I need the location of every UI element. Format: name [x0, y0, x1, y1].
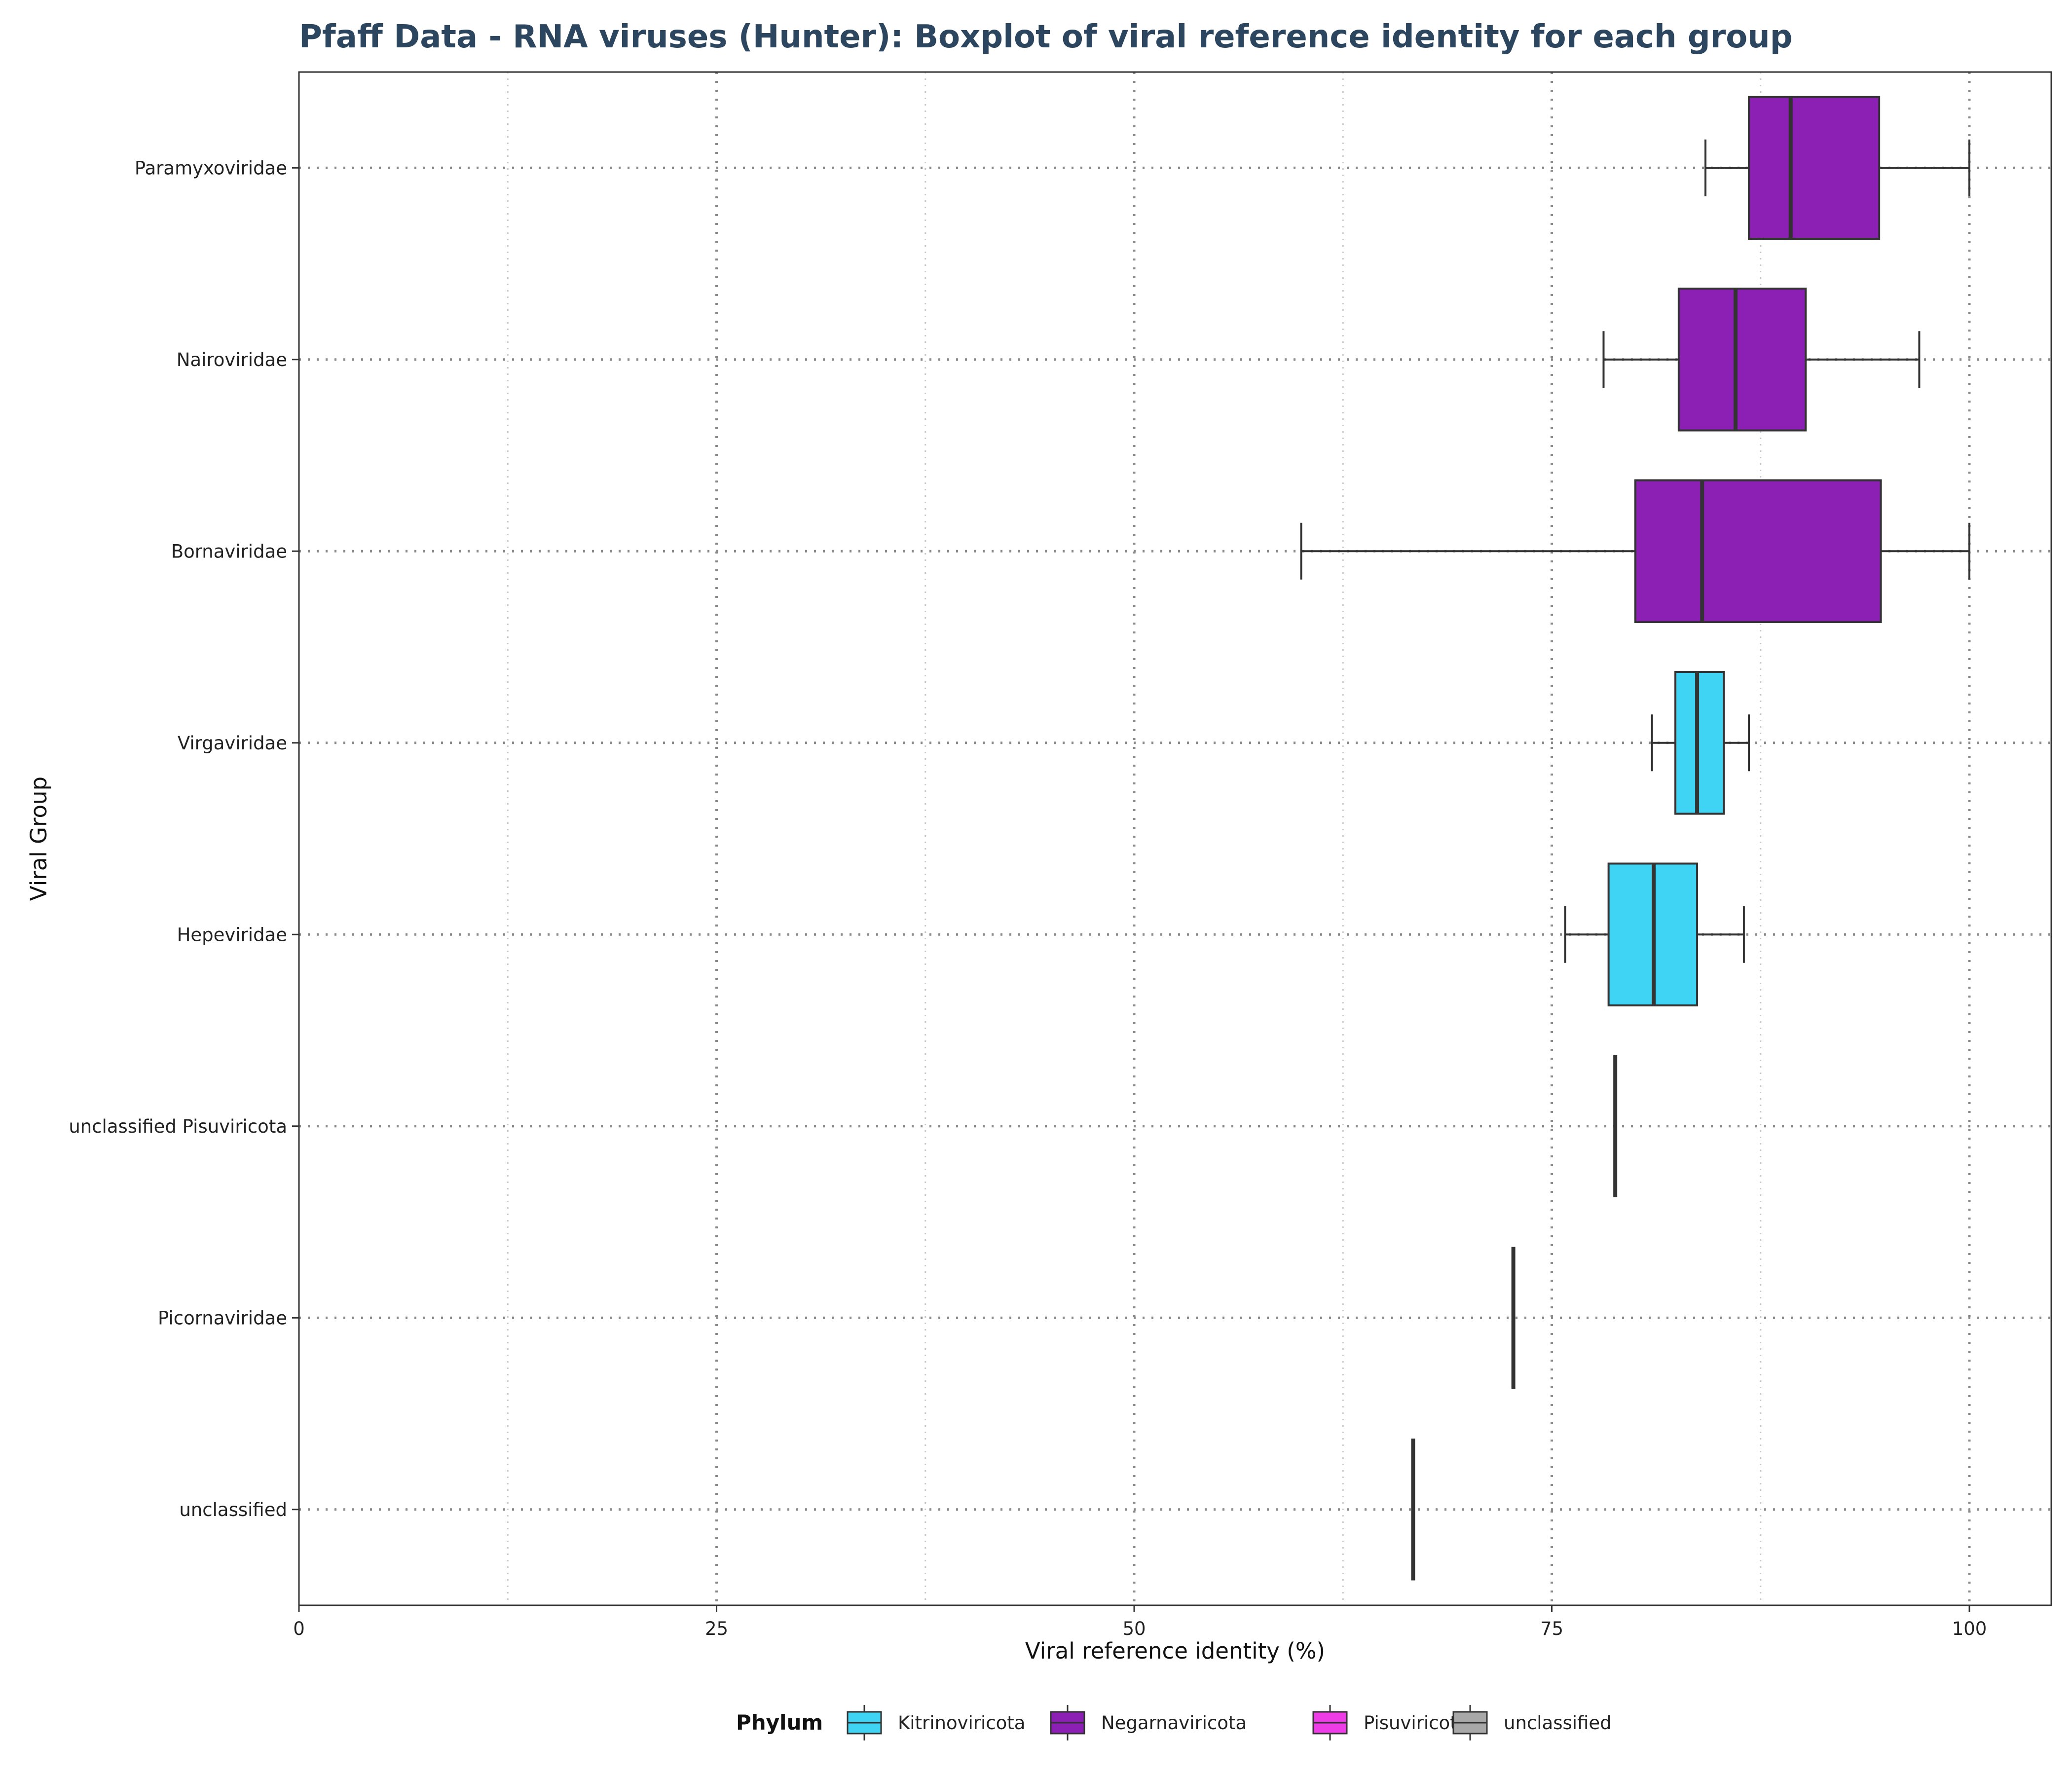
x-tick-label: 25 — [705, 1618, 728, 1639]
axis-layer: Paramyxoviridae Nairoviridae Bornaviridae V… — [69, 157, 1987, 1639]
chart-title: Pfaff Data - RNA viruses (Hunter): Boxpl… — [299, 19, 1793, 55]
legend-label: Negarnaviricota — [1101, 1712, 1247, 1734]
legend-label: Kitrinoviricota — [898, 1712, 1025, 1734]
legend-title: Phylum — [736, 1710, 823, 1735]
box-layer — [1300, 96, 1970, 1581]
grid-layer — [299, 72, 2051, 1605]
legend-item-unclassified: unclassified — [1452, 1705, 1612, 1740]
box-bornaviridae — [1300, 479, 1970, 623]
iqr-box — [1748, 96, 1881, 240]
x-tick-label: 0 — [293, 1618, 305, 1639]
legend-label: Pisuviricota — [1364, 1712, 1468, 1734]
x-axis-title: Viral reference identity (%) — [1025, 1638, 1325, 1664]
y-tick-label: Picornaviridae — [158, 1307, 287, 1329]
legend-item-negarnaviricota: Negarnaviricota — [1050, 1705, 1247, 1740]
y-tick-label: unclassified Pisuviricota — [69, 1116, 287, 1137]
box-paramyxoviridae — [1704, 96, 1970, 240]
y-tick-label: Paramyxoviridae — [135, 157, 287, 179]
y-axis-title: Viral Group — [26, 777, 52, 901]
y-tick-label: unclassified — [179, 1499, 287, 1520]
box-hepeviridae — [1564, 862, 1745, 1006]
panel-border — [298, 71, 2052, 1606]
x-tick-label: 50 — [1122, 1618, 1146, 1639]
iqr-box — [1677, 288, 1807, 432]
legend: Phylum Kitrinoviricota Negarnaviricota Pis… — [736, 1705, 1612, 1740]
y-tick-label: Nairoviridae — [177, 349, 287, 370]
iqr-box — [1674, 671, 1725, 815]
box-nairoviridae — [1602, 288, 1921, 432]
y-tick-label: Virgaviridae — [178, 733, 287, 754]
legend-label: unclassified — [1504, 1712, 1612, 1734]
x-tick-label: 75 — [1540, 1618, 1563, 1639]
iqr-box — [1634, 479, 1882, 623]
y-tick-label: Bornaviridae — [171, 541, 287, 562]
x-tick-label: 100 — [1952, 1618, 1987, 1639]
legend-item-pisuviricota: Pisuviricota — [1312, 1705, 1468, 1740]
y-tick-label: Hepeviridae — [177, 924, 287, 945]
box-virgaviridae — [1651, 671, 1750, 815]
legend-item-kitrinoviricota: Kitrinoviricota — [847, 1705, 1025, 1740]
